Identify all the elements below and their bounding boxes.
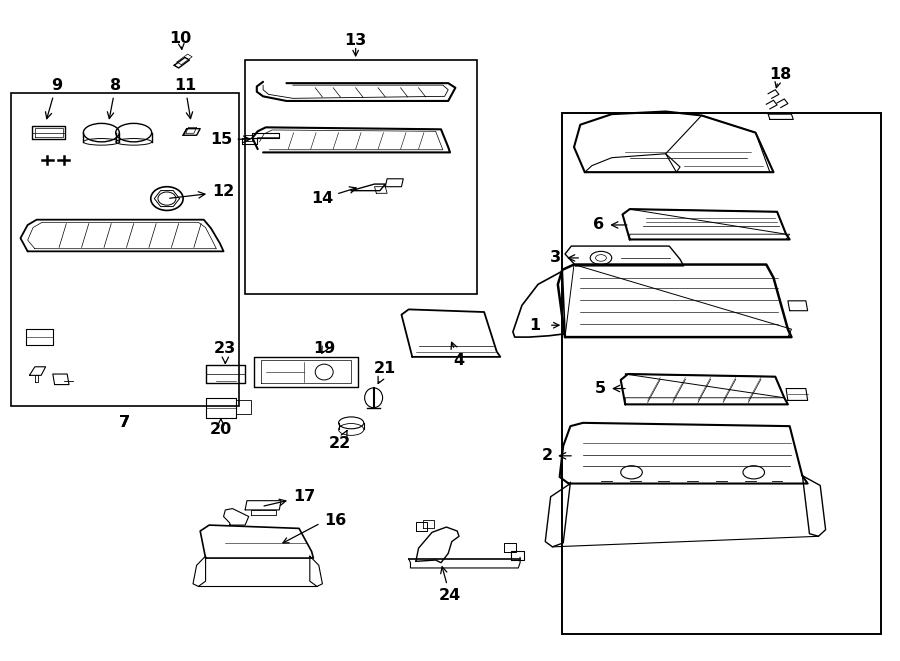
Bar [245,60,477,294]
Text: 1: 1 [528,318,540,332]
Text: 17: 17 [264,489,315,506]
Text: 10: 10 [169,32,192,46]
Text: 5: 5 [595,381,625,396]
Text: 7: 7 [119,415,130,430]
Text: 19: 19 [313,342,336,356]
Bar [562,113,881,634]
Text: 18: 18 [770,67,792,82]
Text: 3: 3 [550,251,579,266]
Text: 7: 7 [119,415,130,430]
Bar [12,93,238,407]
Text: 24: 24 [439,566,461,603]
Text: 6: 6 [593,217,627,233]
Text: 11: 11 [174,77,196,118]
Text: 8: 8 [107,77,122,118]
Text: 22: 22 [329,430,352,451]
Text: 23: 23 [214,342,237,364]
Text: 16: 16 [324,513,346,528]
Text: 13: 13 [345,33,367,48]
Text: 20: 20 [210,418,232,437]
Text: 15: 15 [211,132,250,147]
Text: 12: 12 [170,184,234,200]
Text: 4: 4 [451,342,464,368]
Text: 9: 9 [46,77,62,119]
Text: 14: 14 [310,187,356,206]
Text: 21: 21 [374,362,396,383]
Text: 2: 2 [541,448,572,463]
